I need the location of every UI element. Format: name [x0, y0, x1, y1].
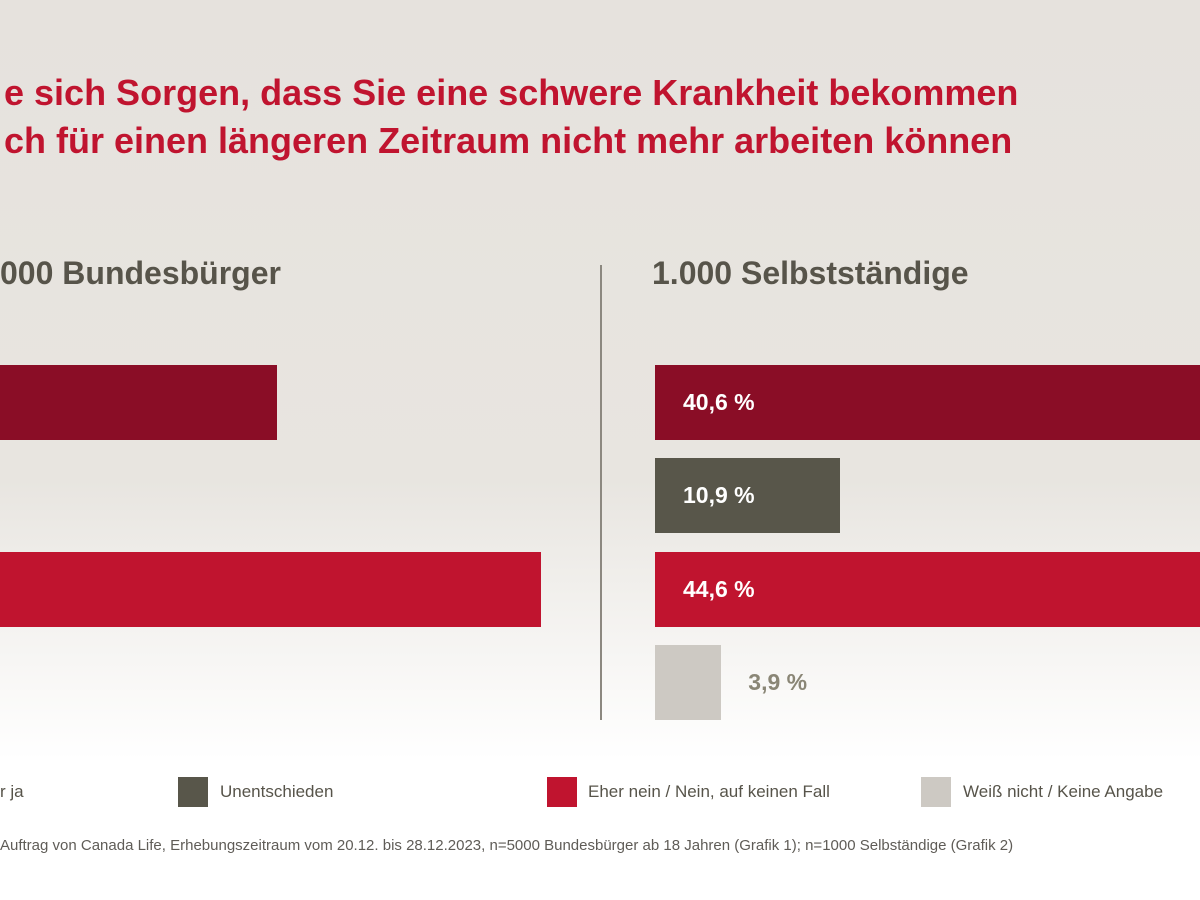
- right-panel-title: 1.000 Selbstständige: [652, 255, 969, 291]
- right-bar-label-3: 3,9 %: [748, 669, 808, 695]
- legend-label-weiss-nicht: Weiß nicht / Keine Angabe: [963, 782, 1164, 801]
- left-bar-0: [0, 365, 277, 440]
- left-panel-title: 000 Bundesbürger: [0, 255, 281, 291]
- right-bar-3: [655, 645, 722, 720]
- right-bar-1: [655, 458, 841, 533]
- legend-swatch-nein: [547, 777, 577, 807]
- panel-divider: [600, 265, 602, 720]
- chart-title-line-1: e sich Sorgen, dass Sie eine schwere Kra…: [4, 72, 1019, 113]
- right-bar-2: [655, 552, 1200, 627]
- right-bar-label-2: 44,6 %: [683, 576, 755, 602]
- chart-title-line-2: ch für einen längeren Zeitraum nicht meh…: [4, 120, 1013, 161]
- right-bar-label-0: 40,6 %: [683, 389, 755, 415]
- legend-label-unentschieden: Unentschieden: [220, 782, 334, 801]
- right-bar-0: [655, 365, 1200, 440]
- right-bar-label-1: 10,9 %: [683, 482, 755, 508]
- legend-label-ja: r ja: [0, 782, 24, 801]
- legend-label-nein: Eher nein / Nein, auf keinen Fall: [588, 782, 830, 801]
- legend-swatch-weiss-nicht: [921, 777, 951, 807]
- footnote: Auftrag von Canada Life, Erhebungszeitra…: [0, 837, 1014, 854]
- legend-swatch-unentschieden: [178, 777, 208, 807]
- left-bar-2: [0, 552, 541, 627]
